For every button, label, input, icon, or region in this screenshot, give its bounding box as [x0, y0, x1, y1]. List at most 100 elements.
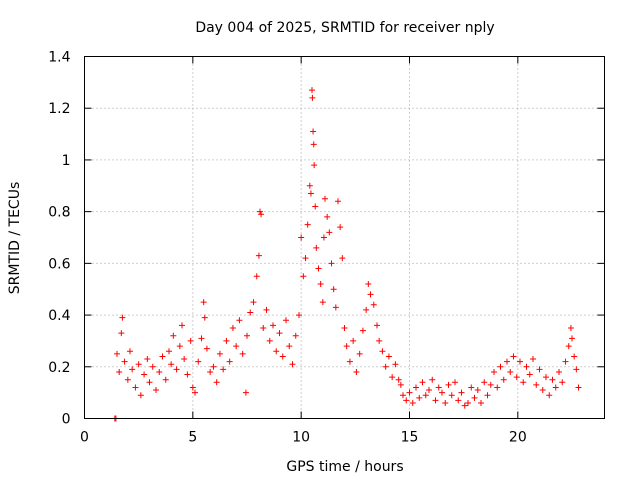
- data-point: [187, 337, 194, 344]
- data-point: [346, 358, 353, 365]
- data-point: [114, 350, 120, 357]
- data-point: [523, 363, 530, 370]
- data-point: [313, 244, 320, 251]
- data-point: [365, 281, 372, 288]
- data-point: [156, 368, 163, 375]
- data-point: [536, 366, 543, 373]
- data-point: [328, 260, 335, 267]
- data-point: [244, 332, 250, 339]
- data-point: [226, 358, 233, 365]
- data-point: [397, 381, 404, 388]
- data-point: [367, 291, 374, 298]
- data-point: [118, 330, 125, 337]
- plot-frame: [84, 56, 605, 419]
- data-point: [343, 343, 350, 350]
- data-point: [458, 389, 465, 396]
- data-point: [478, 399, 484, 406]
- data-point: [300, 273, 307, 280]
- data-point: [192, 389, 198, 396]
- data-point: [484, 392, 491, 399]
- data-point: [276, 330, 283, 337]
- data-point: [416, 394, 423, 401]
- data-point: [500, 376, 507, 383]
- data-point: [153, 387, 159, 394]
- data-point: [203, 345, 210, 352]
- data-point: [419, 379, 426, 386]
- data-point: [289, 361, 296, 368]
- data-point: [257, 208, 263, 215]
- data-point: [379, 348, 386, 355]
- data-point: [359, 327, 366, 334]
- data-point: [247, 309, 254, 316]
- data-point: [135, 361, 142, 368]
- data-point: [296, 312, 302, 319]
- x-tick-label: 0: [80, 430, 89, 446]
- data-point: [168, 361, 175, 368]
- data-point: [322, 195, 328, 202]
- data-point: [392, 361, 399, 368]
- data-point: [250, 299, 257, 306]
- data-point: [571, 353, 578, 360]
- data-point: [422, 392, 429, 399]
- data-point: [195, 358, 202, 365]
- data-point: [170, 332, 177, 339]
- data-point: [552, 384, 559, 391]
- data-point: [255, 252, 262, 259]
- data-point: [253, 273, 260, 280]
- data-point: [179, 322, 185, 329]
- data-point: [173, 366, 180, 373]
- data-point: [481, 379, 488, 386]
- data-point: [513, 374, 520, 381]
- data-point: [236, 317, 243, 324]
- data-point: [448, 392, 455, 399]
- y-tick-label: 0.2: [48, 360, 70, 376]
- data-point: [465, 399, 471, 406]
- data-point: [517, 358, 523, 365]
- data-point: [189, 384, 196, 391]
- data-point: [302, 255, 309, 262]
- data-point: [207, 368, 214, 375]
- data-point: [307, 190, 314, 197]
- data-point: [216, 350, 223, 357]
- axis-ticks: 0 5 10 15 20 0 0.2 0.4 0.6 0.8 1 1.2 1.4: [48, 50, 605, 446]
- data-point: [121, 358, 128, 365]
- data-point: [468, 384, 475, 391]
- data-point: [213, 379, 220, 386]
- data-point: [309, 87, 315, 94]
- data-point: [376, 337, 383, 344]
- data-point: [320, 234, 327, 241]
- data-point: [494, 384, 501, 391]
- data-point: [279, 353, 286, 360]
- data-point: [223, 337, 230, 344]
- data-point: [233, 343, 240, 350]
- data-point: [562, 358, 569, 365]
- data-point: [474, 387, 481, 394]
- data-point: [452, 379, 458, 386]
- y-tick-label: 0: [62, 412, 71, 428]
- data-point: [263, 306, 270, 313]
- data-point: [141, 371, 148, 378]
- data-point: [530, 356, 536, 363]
- data-point: [286, 343, 293, 350]
- y-tick-label: 0.8: [48, 205, 70, 221]
- data-point: [220, 366, 227, 373]
- data-point: [242, 389, 249, 396]
- data-point: [201, 314, 208, 321]
- data-point: [385, 353, 392, 360]
- data-point: [567, 325, 574, 331]
- data-point: [413, 384, 419, 391]
- data-point: [304, 221, 311, 228]
- data-point: [533, 381, 540, 388]
- data-point: [200, 299, 207, 306]
- data-point: [539, 387, 546, 394]
- data-point: [339, 255, 346, 262]
- data-point: [198, 335, 205, 342]
- data-point: [432, 397, 439, 404]
- data-point: [229, 325, 236, 331]
- data-point: [116, 368, 123, 375]
- data-point: [403, 397, 410, 404]
- data-point: [210, 363, 217, 370]
- data-point: [319, 299, 326, 306]
- data-point: [497, 363, 504, 370]
